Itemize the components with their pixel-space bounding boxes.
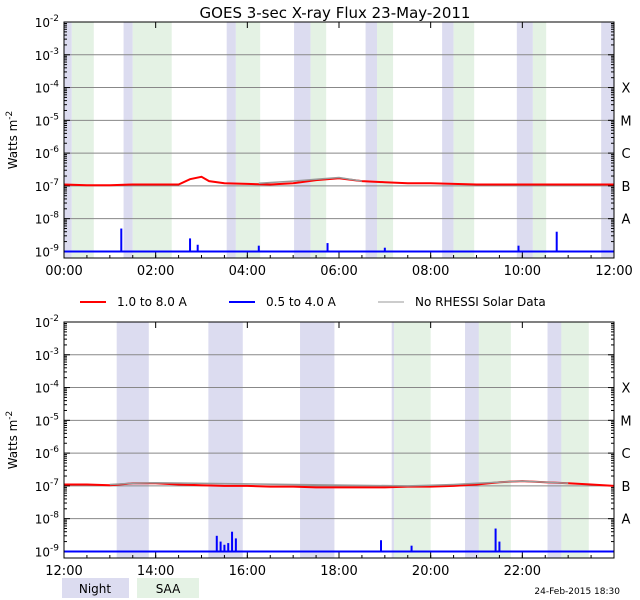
y-tick-label: 10-3	[35, 347, 59, 363]
y-tick-label: 10-2	[35, 314, 59, 330]
plot-frame	[63, 21, 615, 259]
saa-band	[235, 22, 261, 258]
y-tick-label: 10-8	[35, 211, 60, 227]
saa-band	[453, 22, 475, 258]
x-tick-label: 16:00	[229, 564, 266, 579]
x-tick-label: 12:00	[595, 264, 632, 279]
y-tick-label: 10-8	[35, 511, 60, 527]
y-tick-label: 10-5	[35, 412, 59, 428]
x-tick-label: 08:00	[412, 264, 449, 279]
y-tick-label: 10-4	[35, 80, 60, 96]
saa-band	[561, 322, 589, 558]
y-tick-label: 10-7	[35, 178, 59, 194]
series-long-channel-line	[63, 175, 614, 187]
night-band	[365, 22, 378, 258]
saa-band	[310, 22, 327, 258]
flare-class-label: B	[622, 480, 631, 495]
night-key-swatch	[62, 578, 129, 598]
y-tick-label: 10-3	[35, 47, 59, 63]
legend-label-no-rhessi: No RHESSI Solar Data	[415, 295, 546, 309]
night-band	[226, 22, 236, 258]
y-tick-label: 10-6	[35, 445, 60, 461]
saa-band	[478, 322, 511, 558]
saa-key-swatch	[137, 578, 199, 598]
x-tick-label: 20:00	[412, 564, 449, 579]
legend: 1.0 to 8.0 A 0.5 to 4.0 A No RHESSI Sola…	[80, 295, 546, 309]
y-tick-label: 10-7	[35, 478, 59, 494]
night-band	[601, 22, 614, 258]
night-band	[64, 22, 72, 258]
x-tick-label: 00:00	[45, 264, 82, 279]
night-band	[516, 22, 533, 258]
flare-class-label: C	[621, 447, 630, 462]
x-tick-label: 02:00	[137, 264, 174, 279]
x-tick-label: 18:00	[320, 564, 357, 579]
flare-class-label: A	[622, 513, 631, 528]
flare-class-label: X	[622, 82, 631, 97]
x-tick-label: 10:00	[504, 264, 541, 279]
y-tick-label: 10-2	[35, 14, 59, 30]
night-band	[294, 22, 311, 258]
flare-class-label: X	[622, 382, 631, 397]
y-tick-label: 10-5	[35, 112, 59, 128]
legend-label-short-channel: 0.5 to 4.0 A	[266, 295, 337, 309]
flare-class-label: A	[622, 213, 631, 228]
plot-frame	[63, 321, 615, 559]
night-band	[300, 322, 335, 558]
flare-class-label: B	[622, 180, 631, 195]
generated-timestamp: 24-Feb-2015 18:30	[534, 587, 620, 597]
flare-class-label: M	[620, 414, 631, 429]
night-key-label: Night	[79, 582, 112, 596]
saa-key-label: SAA	[156, 582, 181, 596]
x-tick-label: 12:00	[45, 564, 82, 579]
y-tick-label: 10-4	[35, 380, 60, 396]
chart-panel-bottom: 10-2 10-3 10-4 10-5 10-6 10-7 10-8 10-9 12:00 14:…	[5, 314, 632, 579]
night-band	[442, 22, 454, 258]
y-tick-label: 10-9	[35, 543, 60, 559]
y-tick-label: 10-6	[35, 145, 60, 161]
chart-panel-top: 10-2 10-3 10-4 10-5 10-6 10-7 10-8 10-9 00:00 02:…	[5, 14, 633, 279]
flare-class-label: M	[620, 114, 631, 129]
y-axis-label: Watts m-2	[5, 411, 20, 470]
x-tick-label: 06:00	[320, 264, 357, 279]
y-tick-label: 10-9	[35, 243, 60, 259]
saa-band	[132, 22, 172, 258]
series-no-rhessi-line	[258, 176, 363, 185]
series-no-rhessi-line	[109, 480, 569, 487]
legend-label-long-channel: 1.0 to 8.0 A	[117, 295, 188, 309]
x-tick-label: 04:00	[229, 264, 266, 279]
x-tick-label: 14:00	[137, 564, 174, 579]
night-band	[208, 322, 243, 558]
saa-band	[394, 322, 431, 558]
x-tick-label: 22:00	[504, 564, 541, 579]
saa-band	[377, 22, 394, 258]
saa-band	[71, 22, 94, 258]
night-band	[123, 22, 133, 258]
night-band	[116, 322, 149, 558]
chart-title: GOES 3-sec X-ray Flux 23-May-2011	[200, 4, 471, 22]
saa-band	[532, 22, 547, 258]
flare-class-label: C	[621, 147, 630, 162]
footer: Night SAA 24-Feb-2015 18:30	[62, 578, 620, 598]
y-axis-label: Watts m-2	[5, 111, 20, 170]
